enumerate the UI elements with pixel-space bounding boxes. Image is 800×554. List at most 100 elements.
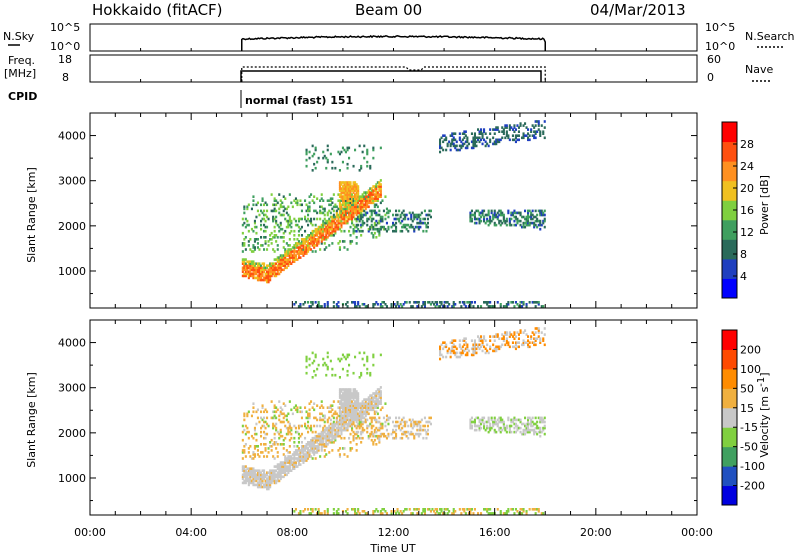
- power-cell: [243, 262, 246, 265]
- power-cell: [349, 197, 352, 200]
- velocity-cell: [370, 400, 373, 403]
- power-cell: [378, 189, 381, 192]
- power-cell: [290, 201, 293, 205]
- velocity-cell: [281, 463, 284, 466]
- power-cell: [429, 209, 432, 213]
- velocity-cell: [260, 434, 263, 438]
- velocity-cell: [473, 347, 476, 351]
- velocity-cell: [521, 432, 524, 436]
- power-cell: [285, 252, 288, 255]
- power-cell: [264, 272, 267, 276]
- power-cell: [269, 262, 272, 265]
- power-cell: [511, 301, 514, 304]
- power-cell: [246, 272, 249, 276]
- velocity-cell: [360, 418, 363, 422]
- velocity-cell: [352, 422, 355, 426]
- velocity-cell: [338, 412, 341, 416]
- power-cell: [351, 207, 354, 211]
- power-cell: [478, 140, 481, 144]
- power-cell: [266, 209, 269, 213]
- power-cell: [263, 276, 266, 280]
- power-cell: [260, 219, 263, 223]
- power-cell: [266, 274, 269, 278]
- power-cell: [326, 219, 329, 223]
- power-cell: [308, 236, 311, 239]
- velocity-cell: [328, 441, 331, 444]
- power-cell: [253, 272, 256, 276]
- velocity-cell: [351, 420, 354, 424]
- power-cell: [379, 179, 382, 182]
- velocity-cell: [340, 432, 343, 436]
- power-cell: [323, 303, 326, 306]
- velocity-cell: [352, 436, 355, 440]
- velocity-cell: [402, 510, 405, 513]
- velocity-cell: [316, 436, 319, 440]
- power-cell: [396, 213, 399, 217]
- power-cell: [346, 221, 349, 225]
- velocity-cell: [370, 418, 373, 422]
- power-cell: [317, 242, 320, 245]
- power-cell: [250, 266, 253, 270]
- velocity-cell: [426, 424, 429, 428]
- velocity-cell: [338, 428, 341, 432]
- power-cell: [357, 199, 360, 202]
- velocity-cell: [399, 420, 402, 424]
- power-cell: [349, 242, 352, 245]
- power-cell: [304, 238, 307, 241]
- velocity-cell: [355, 443, 358, 446]
- power-cell: [439, 138, 442, 142]
- power-cell: [417, 225, 420, 229]
- velocity-cell: [349, 449, 352, 452]
- velocity-cell: [263, 420, 266, 424]
- power-cell: [358, 219, 361, 223]
- power-cell: [475, 144, 478, 148]
- velocity-cell: [358, 376, 361, 379]
- power-cell: [305, 148, 308, 152]
- power-cell: [373, 197, 376, 200]
- velocity-cell: [308, 408, 311, 412]
- power-cell: [357, 193, 360, 196]
- power-cell: [366, 197, 369, 200]
- velocity-cell: [293, 455, 296, 458]
- power-cell: [446, 144, 449, 148]
- velocity-cell: [354, 408, 357, 412]
- velocity-cell: [360, 408, 363, 412]
- power-cell: [372, 199, 375, 202]
- power-cell: [249, 264, 252, 267]
- velocity-cell: [454, 510, 457, 513]
- velocity-cell: [288, 400, 291, 403]
- power-cell: [252, 268, 255, 272]
- velocity-cell: [527, 343, 530, 347]
- power-cell: [454, 146, 457, 150]
- power-cell: [361, 209, 364, 213]
- power-cell: [279, 264, 282, 267]
- velocity-cell: [452, 512, 455, 515]
- velocity-cell: [264, 443, 267, 446]
- velocity-cell: [320, 512, 323, 515]
- velocity-cell: [340, 406, 343, 409]
- power-cell: [367, 193, 370, 196]
- power-cell: [355, 209, 358, 213]
- velocity-cell: [473, 420, 476, 424]
- power-cell: [379, 146, 382, 150]
- power-cell: [343, 215, 346, 219]
- power-cell: [498, 219, 501, 223]
- power-cell: [360, 207, 363, 211]
- power-cell: [326, 158, 329, 162]
- velocity-cell: [340, 400, 343, 403]
- power-cell: [537, 301, 540, 304]
- velocity-cell: [300, 447, 303, 450]
- velocity-cell: [402, 430, 405, 434]
- velocity-cell: [375, 508, 378, 511]
- velocity-cell: [405, 508, 408, 511]
- power-cell: [514, 215, 517, 219]
- power-cell: [507, 134, 510, 137]
- velocity-cell: [346, 353, 349, 357]
- power-cell: [499, 138, 502, 142]
- velocity-cell: [393, 424, 396, 428]
- velocity-cell: [293, 465, 296, 468]
- velocity-cell: [278, 418, 281, 422]
- power-cell: [464, 140, 467, 144]
- power-cell: [349, 240, 352, 243]
